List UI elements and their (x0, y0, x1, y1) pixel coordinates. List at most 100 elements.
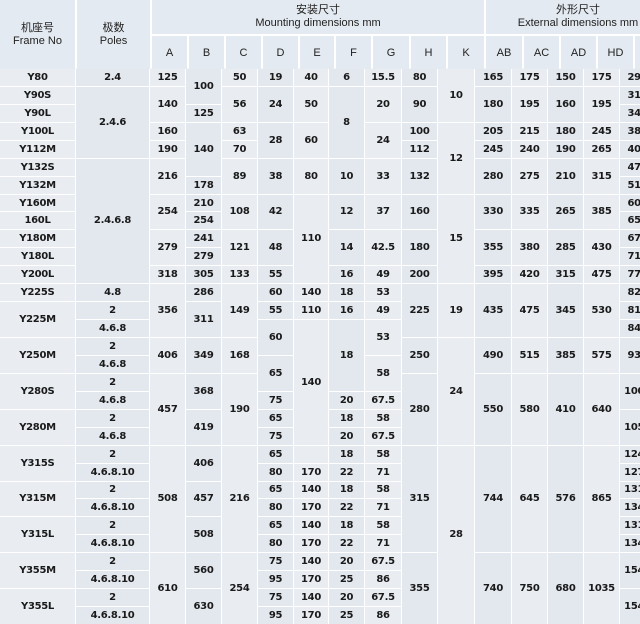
cell-h: 132 (402, 158, 437, 194)
cell-frame: Y100L (0, 122, 75, 140)
cell-frame: Y132M (0, 176, 75, 194)
cell-ab: 550 (475, 373, 511, 445)
header-col-ad: AD (561, 36, 596, 70)
cell-g: 58 (365, 409, 401, 427)
cell-hd: 475 (584, 266, 619, 284)
cell-c: 63 (222, 122, 257, 140)
cell-e: 170 (294, 607, 328, 624)
cell-b: 100 (186, 69, 221, 104)
header-poles-en: Poles (99, 35, 128, 47)
cell-g: 86 (365, 607, 401, 624)
cell-f: 14 (329, 230, 364, 266)
cell-poles: 2 (76, 373, 149, 391)
header-frame-no: 机座号 Frame No (0, 0, 75, 70)
cell-h: 160 (402, 194, 437, 230)
cell-l: 290 (620, 69, 640, 86)
cell-poles: 4.6.8.10 (76, 535, 149, 553)
cell-c: 70 (222, 140, 257, 158)
cell-d: 48 (258, 230, 293, 266)
cell-c: 149 (222, 284, 257, 338)
cell-l: 650 (620, 212, 640, 230)
cell-hd: 430 (584, 230, 619, 266)
cell-poles: 4.6.8.10 (76, 571, 149, 589)
cell-f: 8 (329, 86, 364, 158)
cell-a: 279 (150, 230, 185, 266)
cell-poles: 4.6.8 (76, 427, 149, 445)
cell-hd: 1035 (584, 553, 619, 624)
header-mounting-cn: 安装尺寸 (296, 4, 340, 16)
cell-k: 28 (438, 445, 474, 624)
cell-d: 80 (258, 499, 293, 517)
cell-g: 58 (365, 517, 401, 535)
cell-g: 20 (365, 86, 401, 122)
cell-l: 315 (620, 86, 640, 104)
cell-d: 60 (258, 320, 293, 355)
cell-b: 210 (186, 194, 221, 212)
cell-c: 133 (222, 266, 257, 284)
cell-ac: 580 (512, 373, 547, 445)
cell-b: 279 (186, 248, 221, 266)
cell-l: 845 (620, 320, 640, 338)
header-col-h: H (411, 36, 446, 70)
header-col-k: K (448, 36, 484, 70)
header-col-g: G (373, 36, 409, 70)
cell-g: 67.5 (365, 391, 401, 409)
cell-poles: 2 (76, 302, 149, 320)
cell-poles: 4.6.8.10 (76, 607, 149, 624)
cell-ac: 380 (512, 230, 547, 266)
cell-f: 6 (329, 69, 364, 86)
cell-d: 65 (258, 481, 293, 499)
cell-poles: 4.8 (76, 284, 149, 302)
cell-frame: Y250M (0, 338, 75, 373)
cell-ab: 740 (475, 553, 511, 624)
cell-ad: 265 (548, 194, 583, 230)
cell-e: 80 (294, 158, 328, 194)
cell-e: 140 (294, 589, 328, 607)
cell-h: 80 (402, 69, 437, 86)
cell-ab: 280 (475, 158, 511, 194)
cell-g: 49 (365, 266, 401, 284)
cell-e: 140 (294, 284, 328, 302)
cell-g: 71 (365, 499, 401, 517)
cell-d: 55 (258, 302, 293, 320)
cell-g: 71 (365, 463, 401, 481)
cell-l: 475 (620, 158, 640, 176)
cell-a: 160 (150, 122, 185, 140)
cell-ad: 285 (548, 230, 583, 266)
header-col-ac: AC (524, 36, 559, 70)
cell-c: 121 (222, 230, 257, 266)
cell-l: 1540 (620, 589, 640, 624)
cell-ac: 195 (512, 86, 547, 122)
cell-frame: Y132S (0, 158, 75, 176)
cell-f: 16 (329, 302, 364, 320)
cell-d: 28 (258, 122, 293, 158)
cell-ac: 645 (512, 445, 547, 553)
cell-c: 254 (222, 553, 257, 624)
cell-poles: 2 (76, 338, 149, 355)
cell-poles: 4.6.8.10 (76, 463, 149, 481)
cell-b: 406 (186, 445, 221, 481)
cell-d: 65 (258, 517, 293, 535)
cell-frame: Y355L (0, 589, 75, 624)
cell-frame: Y225M (0, 302, 75, 338)
cell-f: 18 (329, 320, 364, 391)
cell-frame: Y90L (0, 104, 75, 122)
cell-hd: 245 (584, 122, 619, 140)
cell-l: 380 (620, 122, 640, 140)
cell-l: 815 (620, 302, 640, 320)
header-external-en: External dimensions mm (517, 17, 639, 29)
header-poles: 极数 Poles (77, 0, 150, 70)
cell-b: 178 (186, 176, 221, 194)
cell-c: 89 (222, 158, 257, 194)
cell-c: 168 (222, 338, 257, 373)
cell-poles: 2 (76, 589, 149, 607)
cell-d: 55 (258, 266, 293, 284)
header-frame-en: Frame No (13, 35, 62, 47)
cell-h: 280 (402, 373, 437, 445)
cell-g: 67.5 (365, 553, 401, 571)
table-header: 机座号 Frame No 极数 Poles 安装尺寸 Mounting dime… (0, 0, 640, 70)
cell-d: 80 (258, 463, 293, 481)
header-external-dimensions: 外形尺寸 External dimensions mm (486, 0, 640, 34)
cell-e: 40 (294, 69, 328, 86)
header-col-e: E (300, 36, 334, 70)
